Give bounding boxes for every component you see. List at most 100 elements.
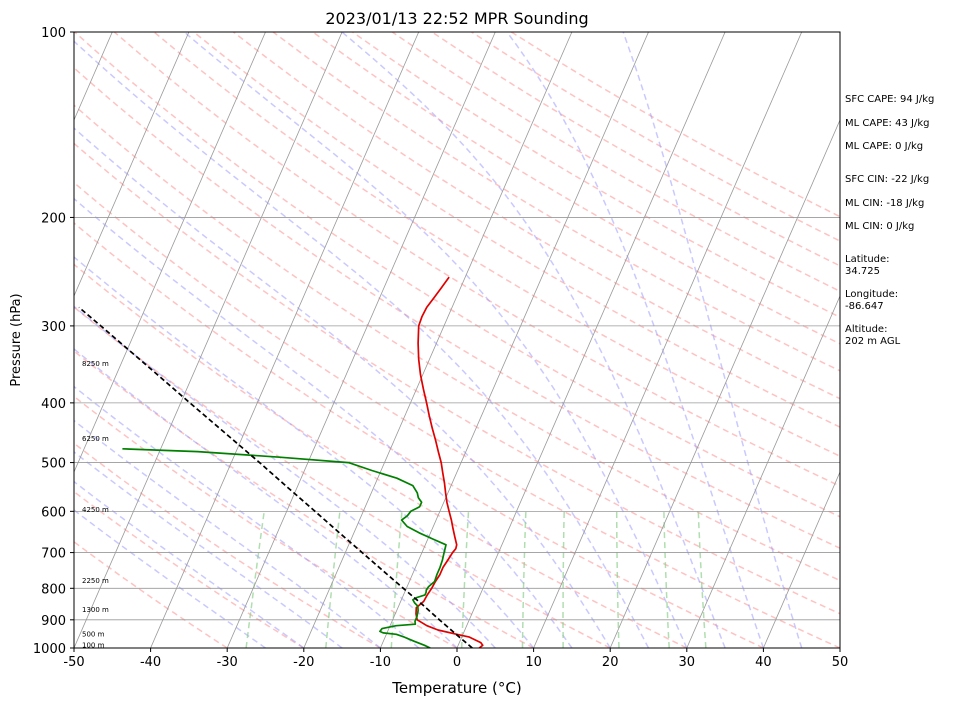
y-tick-label: 100 [41, 26, 66, 41]
height-label: 4250 m [82, 506, 109, 514]
sfc-cape-stat: SFC CAPE: 94 J/kg [845, 94, 935, 105]
latitude-label: Latitude: [845, 254, 890, 265]
isotherm [150, 32, 420, 648]
dry-adiabat [74, 306, 611, 648]
moist-adiabat [74, 509, 266, 648]
temperature-line [415, 276, 484, 648]
moist-adiabat [74, 348, 458, 648]
y-tick-label: 900 [41, 614, 66, 629]
dry-adiabat [153, 32, 840, 458]
altitude-label: Altitude: [845, 324, 888, 335]
moist-adiabat [74, 127, 611, 648]
height-label: 6250 m [82, 435, 109, 443]
isotherm [74, 32, 266, 474]
x-tick-label: 20 [602, 655, 619, 670]
x-tick-label: -50 [63, 655, 84, 670]
y-tick-label: 300 [41, 320, 66, 335]
y-tick-label: 1000 [33, 642, 66, 657]
y-tick-label: 500 [41, 457, 66, 472]
moist-adiabat [341, 32, 726, 648]
isotherm [609, 118, 840, 648]
moist-adiabat [622, 32, 803, 648]
moist-adiabat [74, 480, 305, 648]
moist-adiabat [74, 385, 420, 648]
dry-adiabat [74, 350, 534, 648]
isotherm [456, 32, 726, 648]
background-lines [74, 32, 840, 648]
isotherm [533, 32, 803, 648]
dry-adiabat [312, 32, 840, 345]
moist-adiabat [74, 197, 573, 648]
x-tick-label: 50 [832, 655, 849, 670]
x-tick-label: -40 [140, 655, 161, 670]
dry-adiabat [74, 540, 228, 648]
y-tick-label: 800 [41, 582, 66, 597]
moist-adiabat [183, 32, 688, 648]
height-label: 2250 m [82, 577, 109, 585]
x-tick-label: 30 [679, 655, 696, 670]
dry-adiabat [74, 142, 840, 615]
y-tick-label: 700 [41, 547, 66, 562]
x-tick-label: 10 [525, 655, 542, 670]
dry-adiabat [74, 490, 305, 648]
height-label: 500 m [82, 630, 105, 638]
dewpoint-line [122, 447, 447, 648]
mixing-ratio-line [615, 511, 620, 648]
sfc-cin-stat: SFC CIN: -22 J/kg [845, 174, 930, 185]
altitude-value: 202 m AGL [845, 336, 901, 347]
plot-frame [73, 31, 841, 649]
x-axis-ticks: -50 -40 -30 -20 -10 0 10 20 30 40 50 [63, 648, 848, 670]
moist-adiabat [506, 32, 765, 648]
ml-cape-stat-2: ML CAPE: 0 J/kg [845, 141, 924, 152]
isotherm [763, 470, 840, 648]
parcel-line [78, 306, 473, 648]
moist-adiabat [74, 419, 381, 648]
y-axis-ticks: 100 200 300 400 500 600 700 800 900 1000 [33, 26, 74, 657]
dry-adiabat [193, 32, 840, 428]
dry-adiabat [74, 442, 381, 648]
grid-lines [74, 32, 840, 648]
longitude-value: -86.647 [845, 301, 884, 312]
ml-cape-stat: ML CAPE: 43 J/kg [845, 118, 930, 129]
y-tick-label: 200 [41, 211, 66, 226]
isotherm [74, 32, 190, 298]
y-axis-label: Pressure (hPa) [9, 293, 24, 386]
height-label: 100 m [82, 641, 105, 649]
height-label: 8250 m [82, 360, 109, 368]
moist-adiabat [74, 305, 496, 648]
isotherm [380, 32, 649, 648]
y-tick-label: 400 [41, 397, 66, 412]
chart-title: 2023/01/13 22:52 MPR Sounding [325, 9, 588, 28]
x-tick-label: -30 [217, 655, 238, 670]
isotherm [74, 32, 343, 648]
height-label: 1300 m [82, 606, 109, 614]
mixing-ratio-line [521, 511, 527, 648]
dry-adiabat [74, 263, 688, 648]
longitude-label: Longitude: [845, 289, 899, 300]
x-tick-label: -10 [370, 655, 391, 670]
dry-adiabat [74, 66, 840, 549]
dry-adiabat [74, 395, 458, 648]
ml-cin-stat: ML CIN: -18 J/kg [845, 198, 925, 209]
isotherm [303, 32, 573, 648]
dry-adiabat [74, 222, 764, 648]
moist-adiabat [74, 40, 650, 648]
x-tick-label: 0 [453, 655, 461, 670]
x-tick-label: -20 [293, 655, 314, 670]
ml-cin-stat-2: ML CIN: 0 J/kg [845, 221, 915, 232]
latitude-value: 34.725 [845, 266, 880, 277]
y-tick-label: 600 [41, 505, 66, 520]
dry-adiabat [74, 181, 840, 648]
x-axis-label: Temperature (°C) [391, 679, 521, 697]
x-tick-label: 40 [755, 655, 772, 670]
height-labels: 100 m 500 m 1300 m 2250 m 4250 m 6250 m 8250 m [82, 360, 109, 649]
dry-adiabat [74, 104, 840, 582]
dry-adiabat [352, 32, 840, 319]
isotherm [686, 294, 840, 648]
moist-adiabat [74, 256, 535, 648]
data-lines [78, 276, 484, 648]
moist-adiabat [74, 450, 343, 648]
isotherm [226, 32, 496, 648]
dry-adiabat [74, 32, 840, 518]
